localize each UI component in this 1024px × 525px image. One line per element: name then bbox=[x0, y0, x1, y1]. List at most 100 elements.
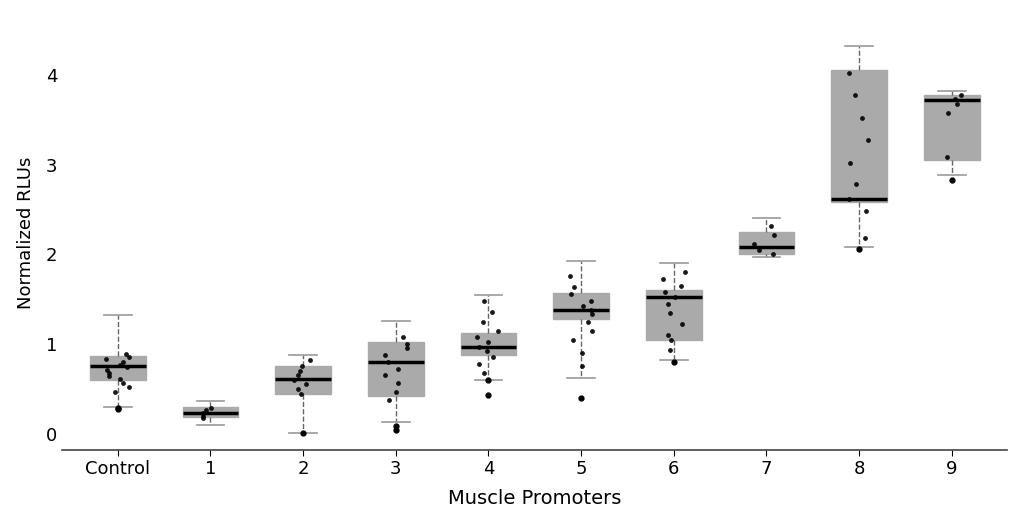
Point bbox=[294, 361, 310, 370]
Point bbox=[388, 387, 404, 396]
Point bbox=[583, 306, 599, 314]
Point bbox=[667, 293, 683, 301]
Point bbox=[841, 69, 857, 77]
Point bbox=[563, 290, 580, 298]
Point bbox=[480, 338, 497, 347]
Point bbox=[660, 331, 677, 339]
Point bbox=[673, 281, 689, 290]
Point bbox=[203, 403, 219, 412]
PathPatch shape bbox=[553, 293, 609, 319]
Point bbox=[198, 406, 214, 415]
Point bbox=[398, 340, 415, 348]
Point bbox=[395, 333, 412, 341]
Point bbox=[390, 365, 407, 373]
Point bbox=[475, 369, 492, 377]
Point bbox=[848, 180, 864, 188]
Point bbox=[580, 318, 596, 326]
Point bbox=[859, 135, 876, 144]
Point bbox=[856, 234, 872, 243]
X-axis label: Muscle Promoters: Muscle Promoters bbox=[449, 489, 622, 508]
PathPatch shape bbox=[368, 342, 424, 396]
Point bbox=[484, 353, 501, 362]
Y-axis label: Normalized RLUs: Normalized RLUs bbox=[16, 157, 35, 309]
Point bbox=[857, 207, 873, 215]
Point bbox=[119, 363, 135, 372]
Point bbox=[663, 308, 679, 317]
Point bbox=[947, 95, 964, 103]
Point bbox=[286, 376, 302, 384]
Point bbox=[751, 246, 767, 254]
PathPatch shape bbox=[182, 407, 239, 417]
Point bbox=[377, 351, 393, 359]
Point bbox=[655, 275, 672, 284]
Point bbox=[398, 344, 415, 353]
Point bbox=[292, 366, 308, 375]
PathPatch shape bbox=[275, 366, 331, 394]
Point bbox=[660, 299, 677, 308]
Point bbox=[112, 375, 128, 383]
Point bbox=[583, 297, 599, 305]
Point bbox=[121, 383, 137, 391]
Point bbox=[575, 302, 592, 310]
PathPatch shape bbox=[461, 333, 516, 355]
Point bbox=[474, 318, 490, 326]
Point bbox=[949, 99, 966, 108]
Point bbox=[98, 355, 115, 363]
PathPatch shape bbox=[924, 94, 980, 160]
Point bbox=[106, 387, 123, 396]
Point bbox=[115, 379, 131, 387]
Point bbox=[939, 109, 955, 117]
Point bbox=[662, 346, 678, 354]
Point bbox=[101, 372, 118, 381]
Point bbox=[390, 379, 407, 387]
Point bbox=[298, 380, 314, 388]
Point bbox=[112, 361, 128, 369]
Point bbox=[484, 308, 501, 316]
Point bbox=[565, 335, 582, 344]
Point bbox=[380, 358, 396, 366]
Point bbox=[842, 159, 858, 167]
Point bbox=[101, 369, 118, 377]
Point bbox=[476, 297, 493, 305]
Point bbox=[470, 360, 486, 368]
Point bbox=[663, 335, 679, 344]
Point bbox=[656, 288, 673, 296]
Point bbox=[302, 356, 318, 364]
Point bbox=[118, 350, 134, 358]
Point bbox=[290, 371, 306, 380]
Point bbox=[573, 362, 590, 371]
PathPatch shape bbox=[646, 290, 701, 340]
Point bbox=[562, 271, 579, 280]
Point bbox=[766, 230, 782, 239]
Point bbox=[290, 385, 306, 393]
Point bbox=[763, 222, 779, 230]
Point bbox=[121, 352, 137, 361]
Point bbox=[479, 347, 496, 355]
Point bbox=[854, 114, 870, 122]
Point bbox=[674, 320, 690, 329]
Point bbox=[574, 349, 591, 357]
Point bbox=[99, 366, 116, 374]
Point bbox=[677, 268, 693, 277]
Point bbox=[584, 327, 600, 335]
Point bbox=[490, 327, 507, 335]
Point bbox=[841, 194, 857, 203]
Point bbox=[953, 90, 970, 99]
Point bbox=[293, 390, 309, 398]
Point bbox=[380, 395, 396, 404]
Point bbox=[939, 153, 955, 162]
Point bbox=[565, 284, 582, 292]
PathPatch shape bbox=[831, 70, 887, 202]
Point bbox=[195, 412, 211, 420]
Point bbox=[196, 414, 212, 423]
Point bbox=[765, 250, 781, 258]
Point bbox=[115, 358, 131, 366]
Point bbox=[471, 342, 487, 351]
Point bbox=[377, 371, 393, 380]
PathPatch shape bbox=[738, 232, 795, 254]
Point bbox=[746, 239, 763, 248]
Point bbox=[847, 90, 863, 99]
Point bbox=[584, 310, 600, 319]
PathPatch shape bbox=[90, 356, 145, 380]
Point bbox=[469, 333, 485, 341]
